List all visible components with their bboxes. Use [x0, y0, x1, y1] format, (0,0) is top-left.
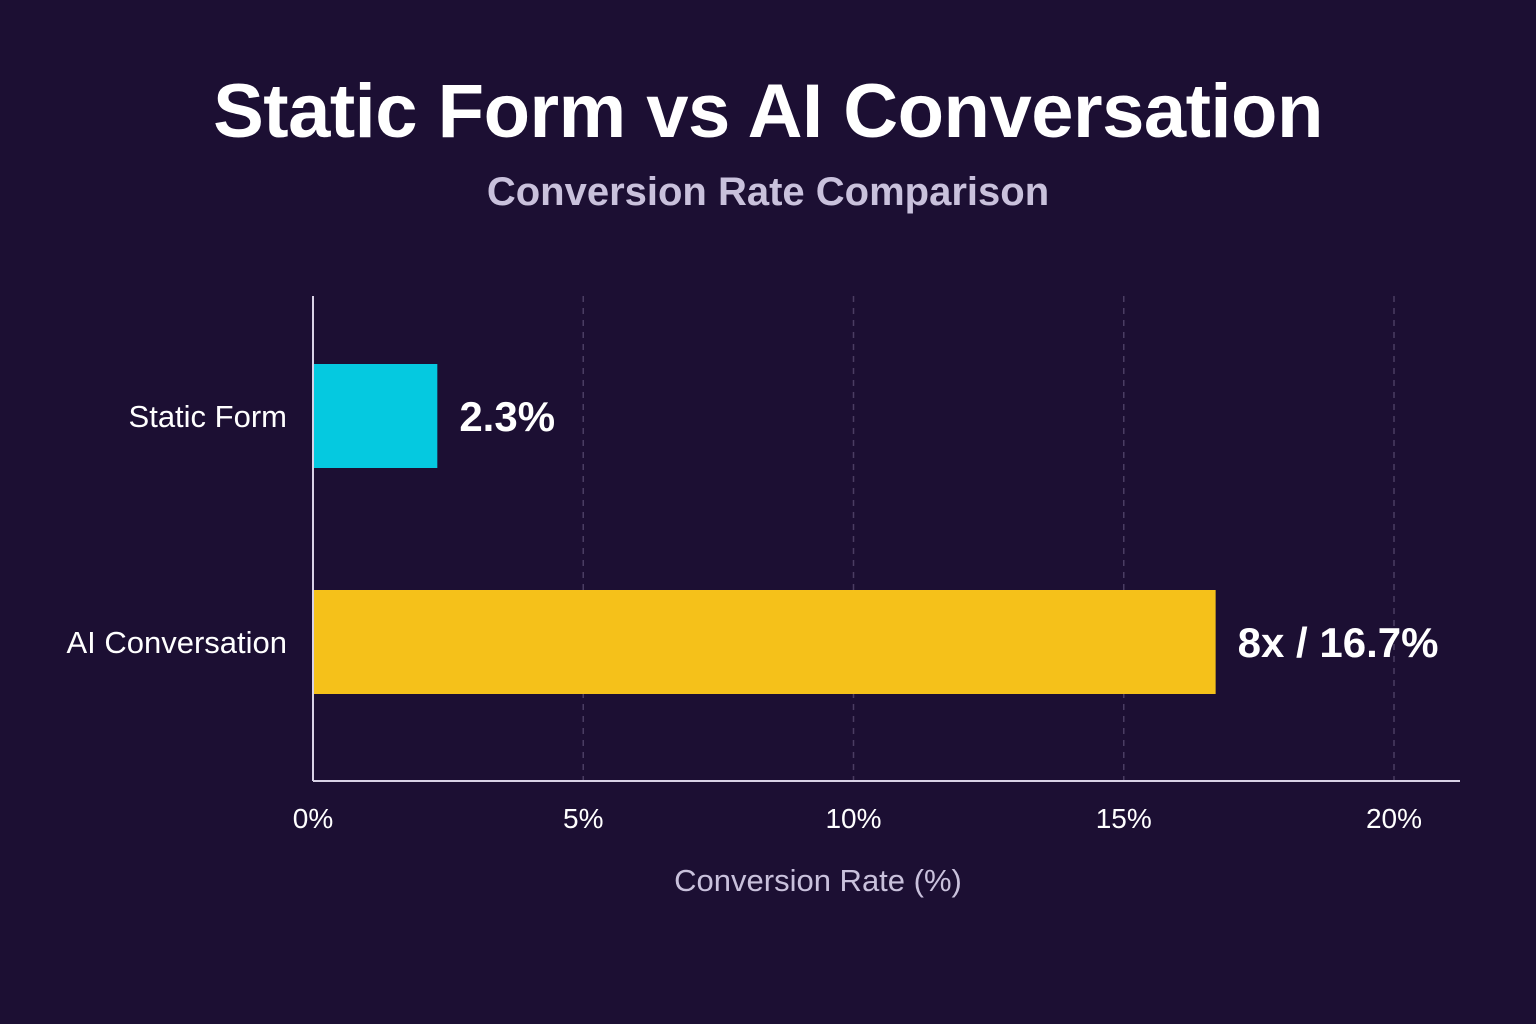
- labels: 0% 5% 10% 15% 20% Static Form 2.3% AI Conversat…: [66, 393, 1438, 834]
- chart-subtitle: Conversion Rate Comparison: [486, 170, 1050, 214]
- grid-lines: [582, 296, 1395, 781]
- bars: [313, 364, 1216, 694]
- x-tick-label: 0%: [293, 803, 333, 834]
- bar: [313, 590, 1216, 694]
- category-label: AI Conversation: [66, 625, 287, 660]
- x-tick-label: 15%: [1096, 803, 1152, 834]
- data-label: 8x / 16.7%: [1238, 619, 1439, 666]
- x-tick-label: 20%: [1366, 803, 1422, 834]
- chart-title: Static Form vs AI Conversation: [213, 69, 1323, 154]
- bar: [313, 364, 438, 468]
- x-tick-label: 10%: [825, 803, 881, 834]
- axes: [312, 296, 1460, 782]
- x-axis-title: Conversion Rate (%): [674, 863, 962, 898]
- x-tick-label: 5%: [563, 803, 603, 834]
- data-label: 2.3%: [459, 393, 555, 440]
- category-label: Static Form: [129, 399, 287, 434]
